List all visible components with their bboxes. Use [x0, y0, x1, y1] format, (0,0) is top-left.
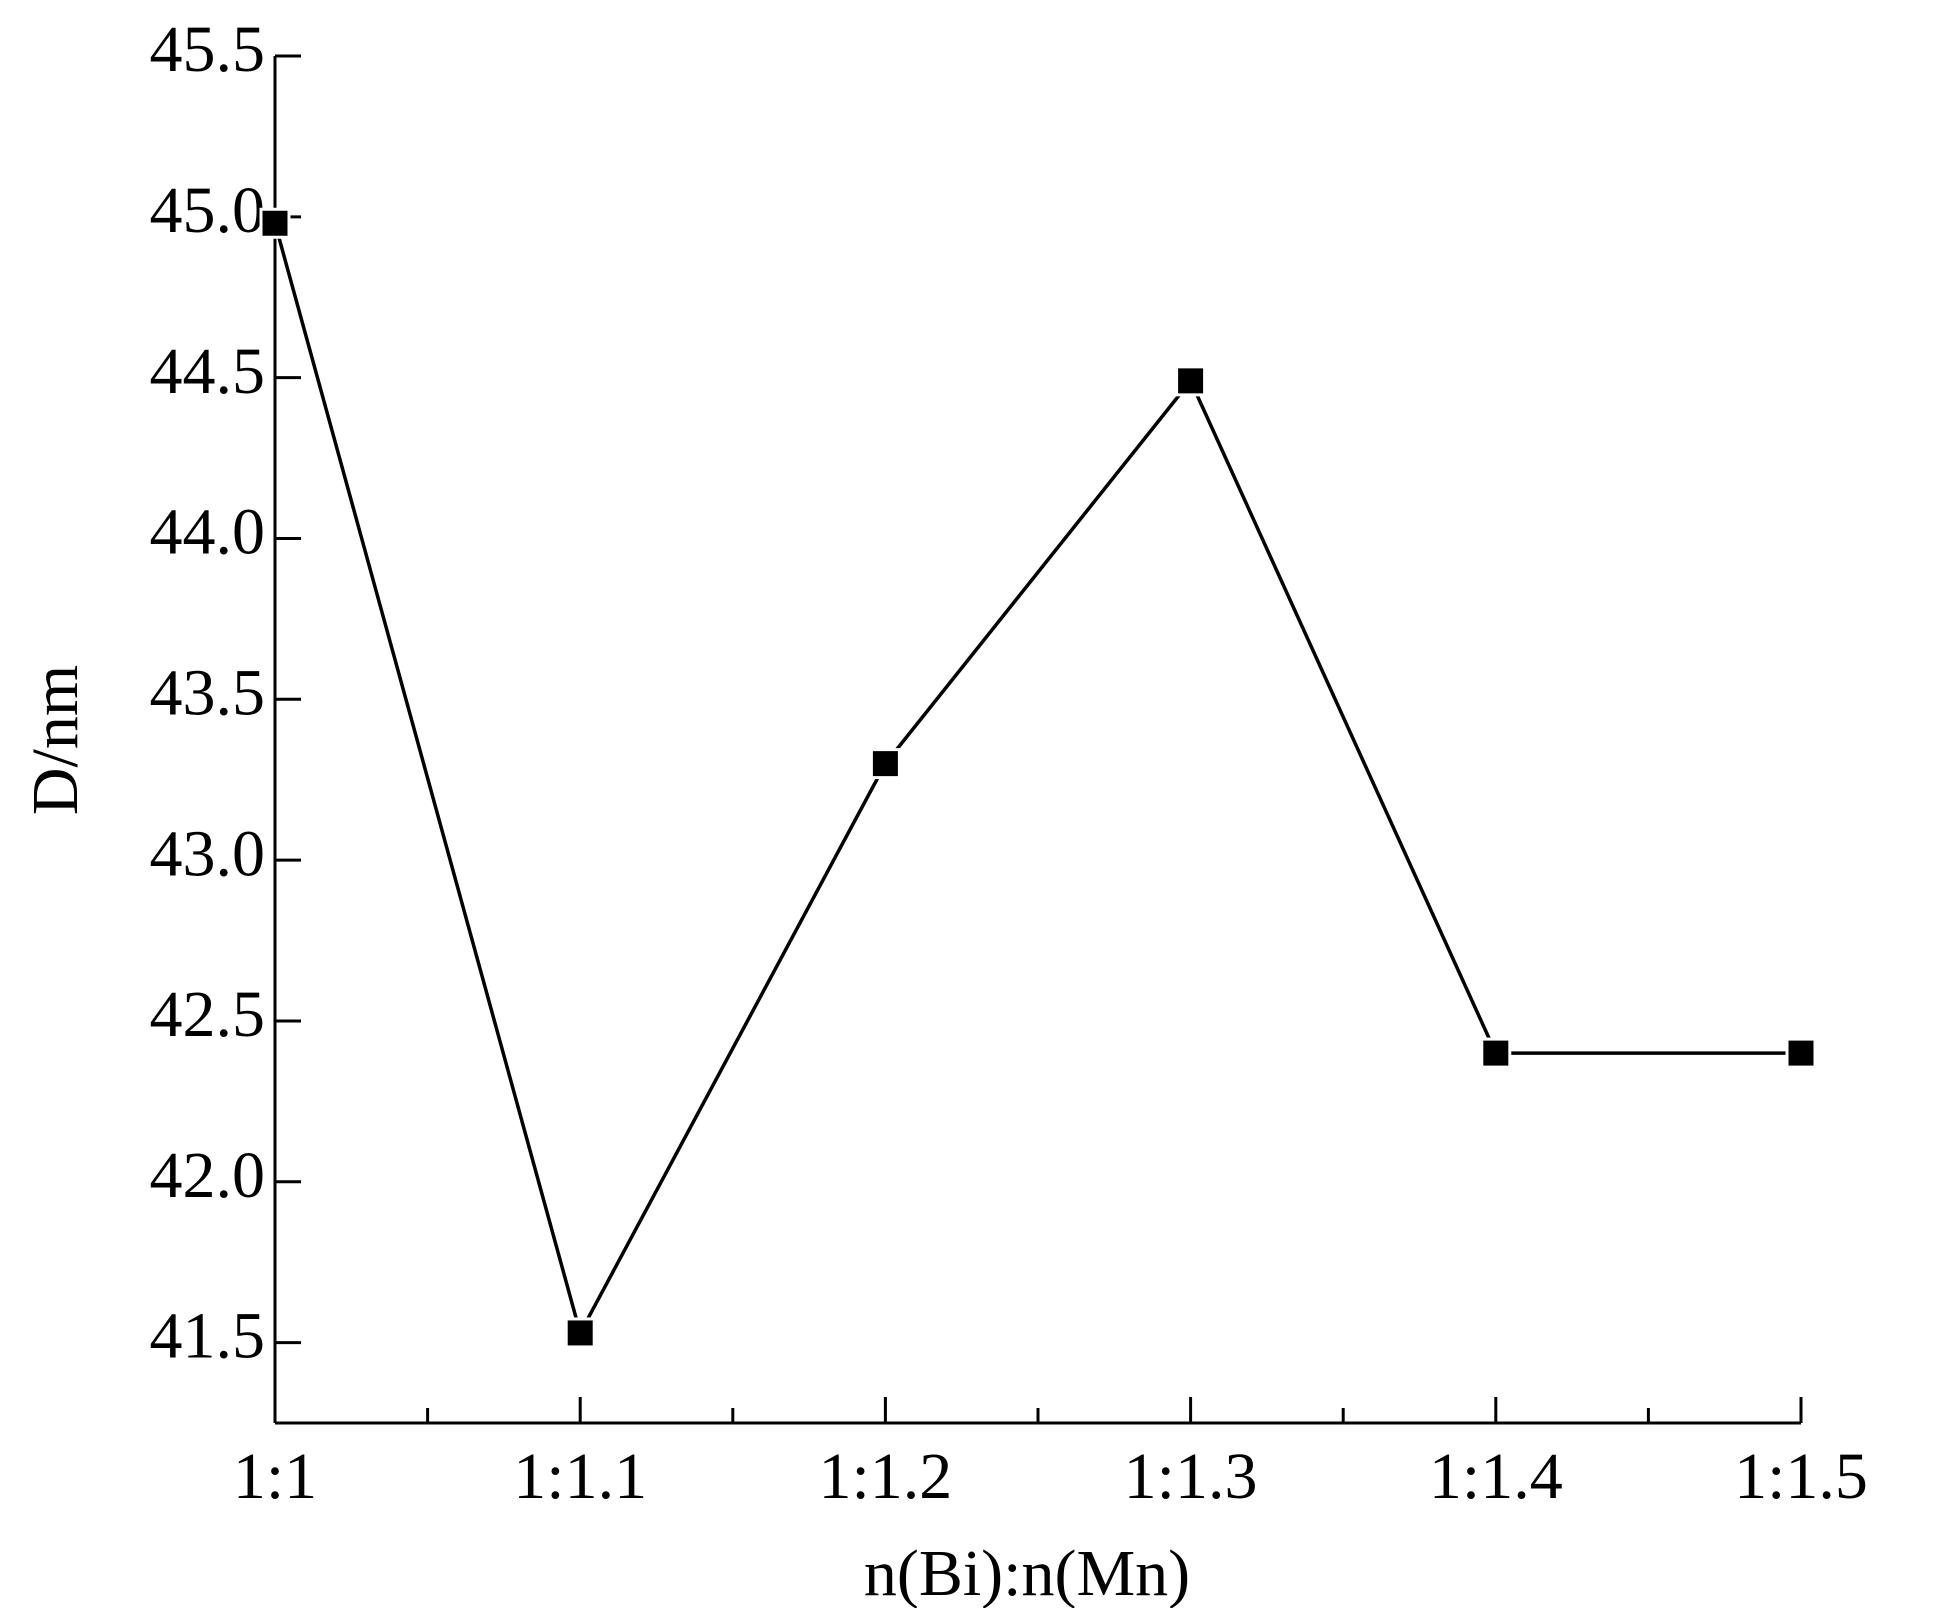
x-tick-label: 1:1.3 — [1124, 1440, 1258, 1513]
y-tick-label: 41.5 — [150, 1300, 266, 1373]
y-axis-label: D/nm — [19, 665, 92, 815]
x-tick-label: 1:1 — [233, 1440, 317, 1513]
y-tick-label: 44.0 — [150, 496, 266, 569]
x-tick-label: 1:1.5 — [1734, 1440, 1868, 1513]
marker — [564, 1317, 596, 1349]
y-tick-label: 45.5 — [150, 13, 266, 86]
y-tick-label: 43.5 — [150, 656, 266, 729]
marker — [1785, 1037, 1817, 1069]
series-line — [273, 222, 1801, 1338]
y-tick-label: 42.5 — [150, 978, 266, 1051]
x-tick-label: 1:1.2 — [818, 1440, 952, 1513]
y-tick-label: 43.0 — [150, 817, 266, 890]
x-tick-label: 1:1.1 — [513, 1440, 647, 1513]
y-tick-label: 44.5 — [150, 335, 266, 408]
x-axis-label: n(Bi):n(Mn) — [864, 1537, 1190, 1608]
marker — [259, 207, 291, 239]
x-tick-label: 1:1.4 — [1429, 1440, 1563, 1513]
marker — [1480, 1037, 1512, 1069]
y-tick-label: 45.0 — [150, 174, 266, 247]
marker — [1175, 365, 1207, 397]
marker — [869, 748, 901, 780]
y-tick-label: 42.0 — [150, 1139, 266, 1212]
